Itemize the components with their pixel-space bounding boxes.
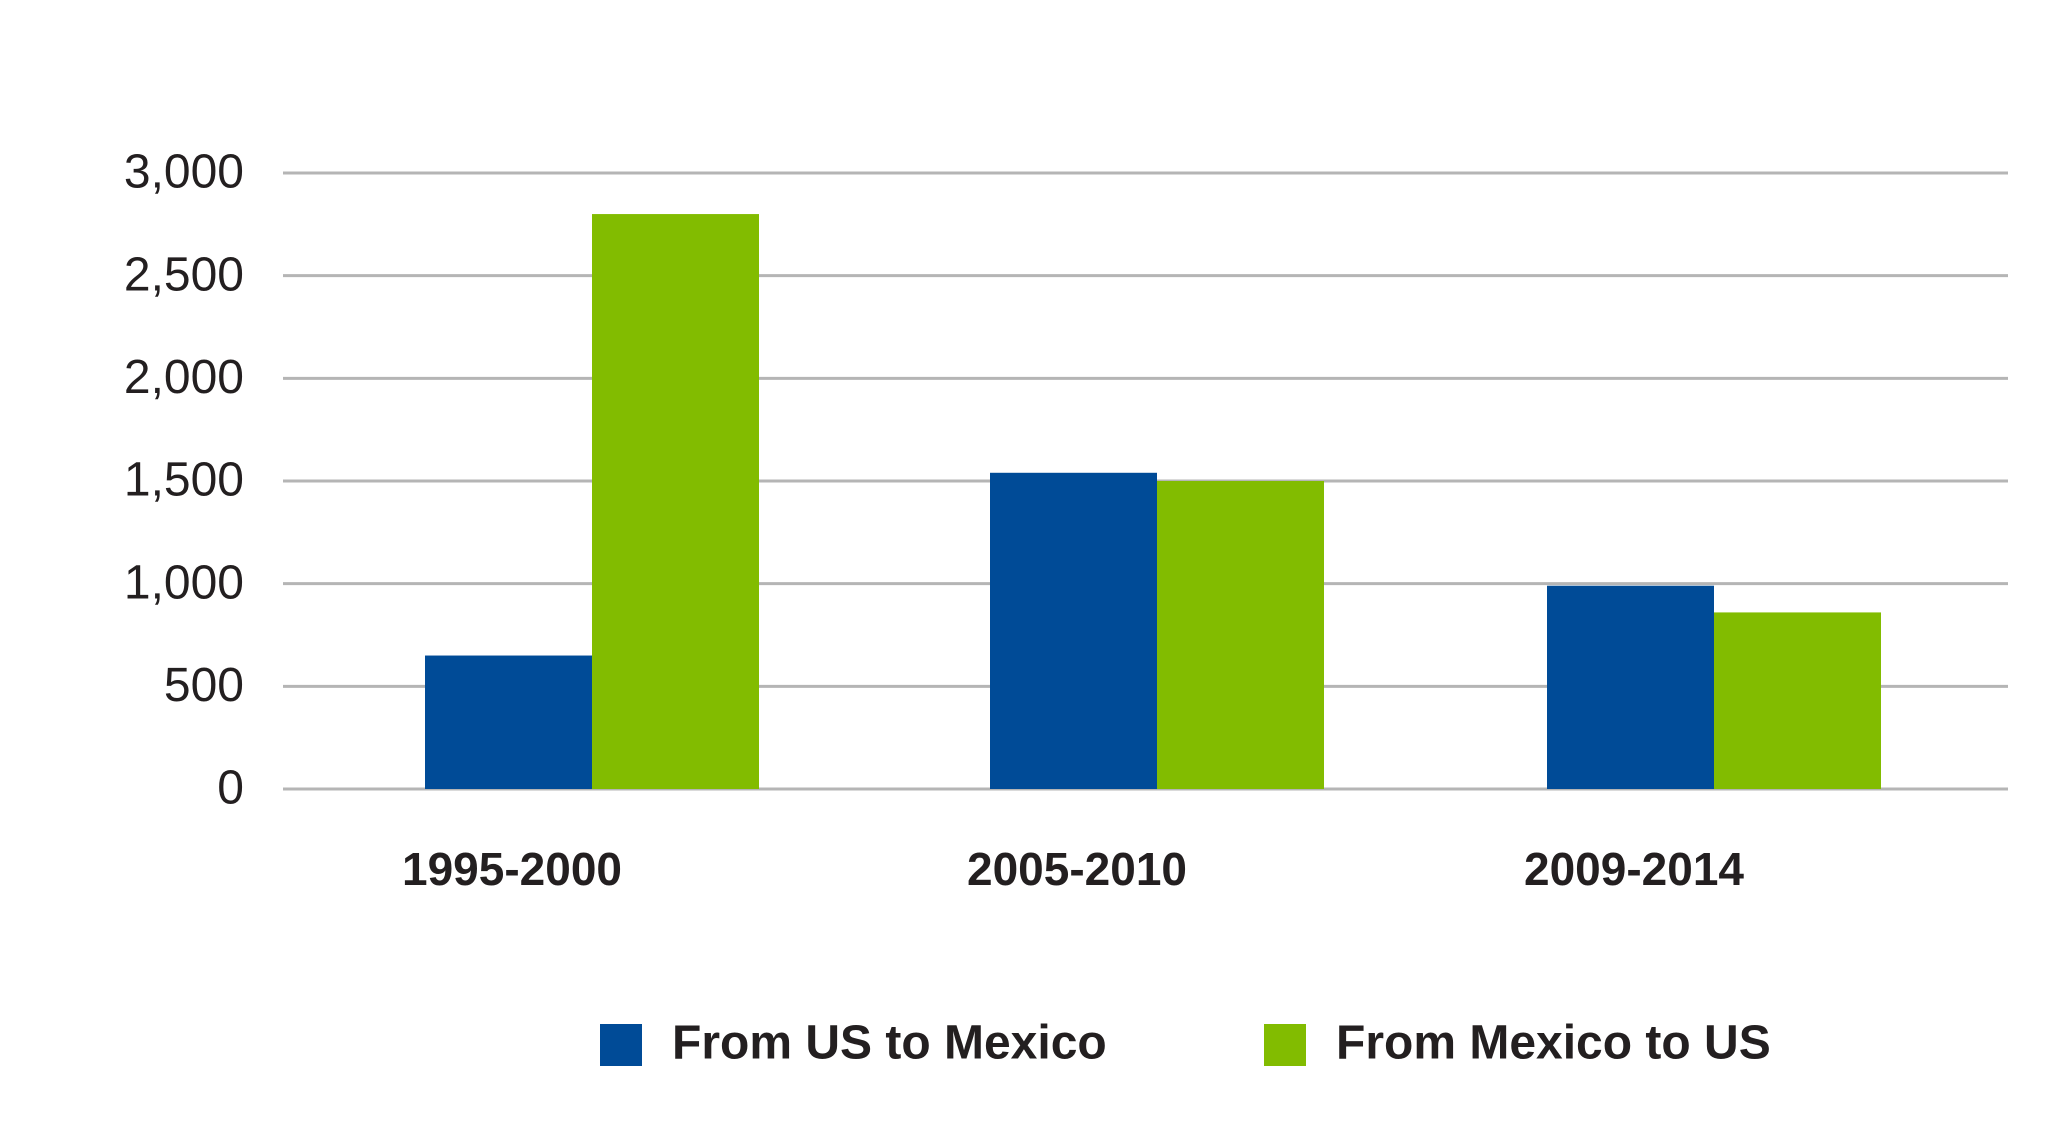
y-tick-label: 2,000 [124, 351, 244, 404]
bar-us-to-mexico-3 [1547, 585, 1714, 789]
y-tick-label: 3,000 [124, 146, 244, 199]
bar-us-to-mexico-2 [990, 472, 1157, 789]
bar-mexico-to-us-2 [1157, 481, 1324, 789]
legend-swatch [600, 1024, 642, 1066]
legend: From US to Mexico From Mexico to US [600, 1017, 1771, 1070]
y-tick-label: 500 [164, 659, 244, 712]
legend-label: From US to Mexico [672, 1017, 1107, 1070]
y-tick-label: 2,500 [124, 248, 244, 301]
y-tick-label: 1,000 [124, 556, 244, 609]
bar-mexico-to-us-1 [592, 214, 759, 790]
legend-swatch [1264, 1024, 1306, 1066]
y-tick-label: 0 [217, 762, 244, 815]
bar-mexico-to-us-3 [1714, 612, 1881, 789]
y-axis-ticks: 0 500 1,000 1,500 2,000 2,500 3,000 [124, 146, 244, 815]
x-tick-label: 1995-2000 [402, 843, 622, 895]
bars [425, 214, 1881, 790]
x-tick-label: 2009-2014 [1524, 843, 1744, 895]
x-axis-ticks: 1995-2000 2005-2010 2009-2014 [402, 843, 1744, 895]
y-tick-label: 1,500 [124, 454, 244, 507]
x-tick-label: 2005-2010 [967, 843, 1187, 895]
bar-us-to-mexico-1 [425, 655, 592, 789]
legend-label: From Mexico to US [1336, 1017, 1771, 1070]
